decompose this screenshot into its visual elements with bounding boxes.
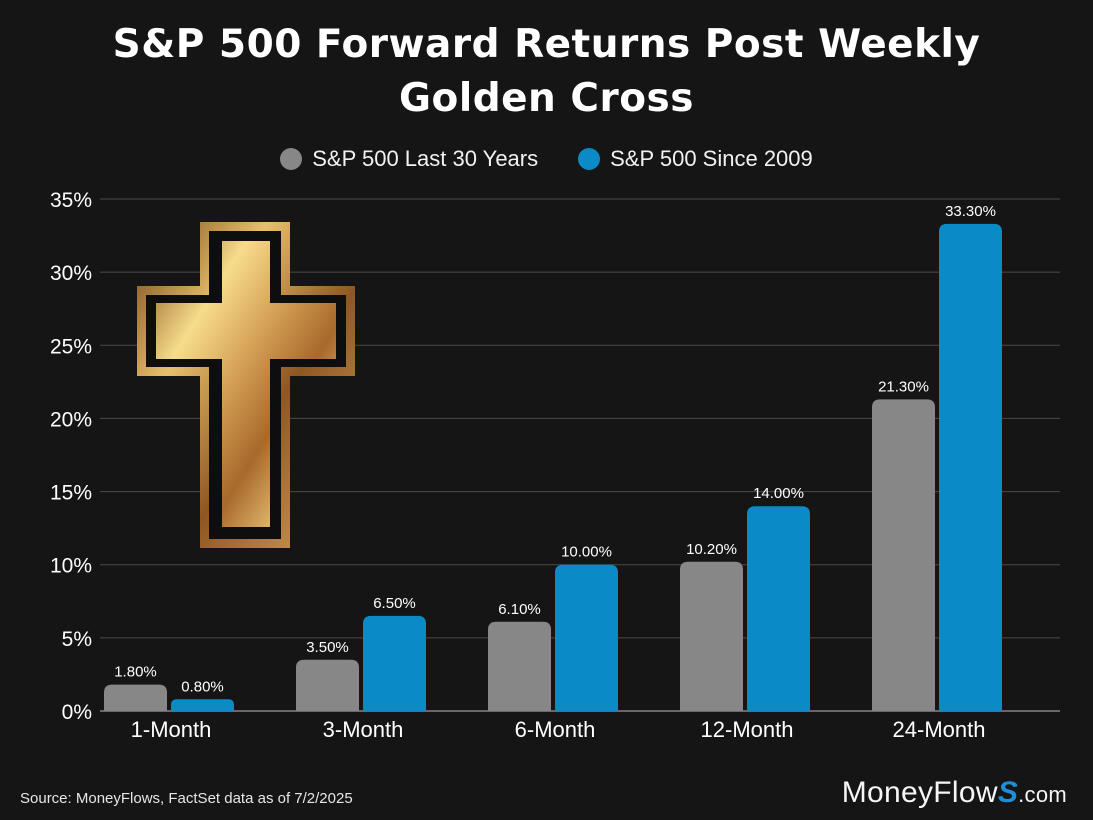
y-tick-label: 20% [50, 408, 92, 431]
y-tick-label: 25% [50, 335, 92, 358]
chart-title-line-1: S&P 500 Forward Returns Post Weekly [112, 22, 981, 67]
golden-cross-body [156, 241, 336, 527]
brand-suffix: .com [1018, 782, 1067, 807]
legend-item-series-2: S&P 500 Since 2009 [578, 146, 813, 172]
legend-label-series-1: S&P 500 Last 30 Years [312, 146, 539, 171]
bar-series-2 [555, 564, 618, 711]
x-tick-label: 24-Month [893, 717, 986, 742]
y-tick-label: 30% [50, 262, 92, 285]
source-note: Source: MoneyFlows, FactSet data as of 7… [20, 790, 353, 807]
bar-data-label: 6.50% [373, 595, 416, 612]
brand-mark: S [997, 776, 1019, 809]
bars [104, 223, 1002, 711]
bar-data-label: 1.80% [114, 664, 157, 681]
brand-name: MoneyFlow [841, 776, 998, 809]
bar-data-label: 14.00% [753, 485, 804, 502]
bar-series-2 [171, 699, 234, 711]
x-tick-label: 1-Month [131, 717, 212, 742]
golden-cross-icon [137, 222, 355, 548]
bar-data-label: 21.30% [878, 378, 929, 395]
bar-series-2 [939, 223, 1002, 711]
bar-series-2 [363, 615, 426, 711]
bar-series-1 [488, 621, 551, 711]
x-axis-ticks: 1-Month 3-Month 6-Month 12-Month 24-Month [131, 717, 986, 742]
y-tick-label: 5% [62, 628, 92, 651]
bar-series-1 [872, 399, 935, 711]
legend-swatch-series-1 [280, 148, 303, 170]
y-tick-label: 0% [62, 701, 92, 724]
y-tick-label: 35% [50, 189, 92, 212]
chart-title-line-2: Golden Cross [399, 76, 694, 121]
y-tick-label: 15% [50, 482, 92, 505]
bar-data-label: 10.20% [686, 541, 737, 558]
data-labels: 1.80% 0.80% 3.50% 6.50% 6.10% 10.00% 10.20% 14.… [114, 203, 996, 695]
legend-label-series-2: S&P 500 Since 2009 [610, 146, 813, 171]
bar-series-1 [296, 659, 359, 711]
bar-data-label: 33.30% [945, 203, 996, 220]
brand-logo: MoneyFlowS.com [842, 776, 1067, 810]
legend-swatch-series-2 [578, 148, 601, 170]
legend: S&P 500 Last 30 Years S&P 500 Since 2009 [0, 146, 1093, 172]
bar-series-2 [747, 506, 810, 711]
y-axis-ticks: 0% 5% 10% 15% 20% 25% 30% 35% [50, 189, 92, 724]
x-tick-label: 3-Month [323, 717, 404, 742]
bar-data-label: 10.00% [561, 544, 612, 561]
y-tick-label: 10% [50, 555, 92, 578]
x-tick-label: 6-Month [515, 717, 596, 742]
bar-data-label: 0.80% [181, 678, 224, 695]
bar-series-1 [104, 684, 167, 711]
bar-data-label: 3.50% [306, 639, 349, 656]
legend-item-series-1: S&P 500 Last 30 Years [280, 146, 538, 172]
chart-title: S&P 500 Forward Returns Post Weekly Gold… [0, 18, 1093, 126]
bar-data-label: 6.10% [498, 601, 541, 618]
bar-series-1 [680, 561, 743, 711]
x-tick-label: 12-Month [701, 717, 794, 742]
